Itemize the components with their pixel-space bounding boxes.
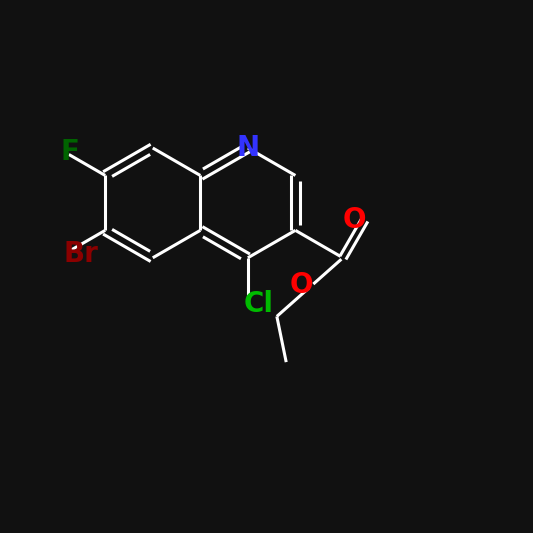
Text: O: O (343, 206, 366, 234)
Text: Cl: Cl (244, 290, 273, 318)
Text: F: F (61, 138, 79, 166)
Text: O: O (289, 271, 313, 300)
Text: N: N (236, 134, 260, 162)
Text: Br: Br (63, 240, 98, 268)
